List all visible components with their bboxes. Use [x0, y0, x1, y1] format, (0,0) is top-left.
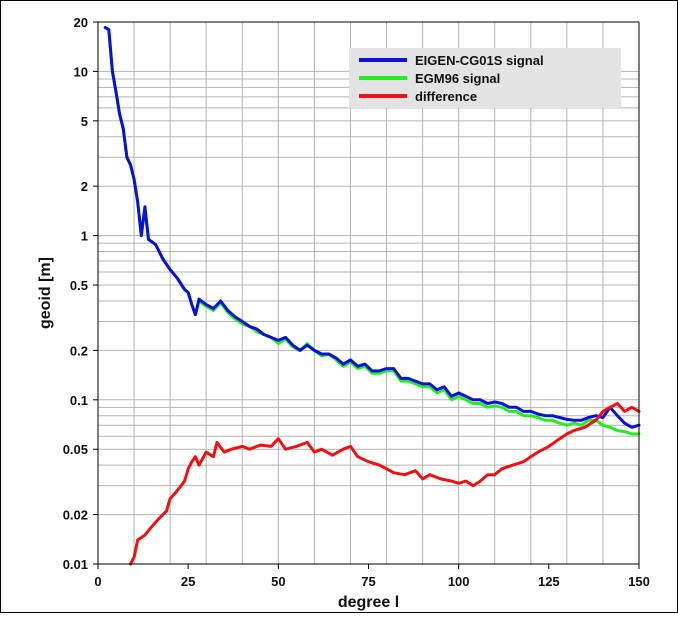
y-tick-label: 0.5 [70, 278, 88, 293]
y-tick-label: 0.01 [63, 557, 88, 572]
y-tick-label: 1 [81, 229, 88, 244]
x-axis-title: degree l [338, 594, 399, 611]
series-line-eigen-cg01s [103, 26, 641, 429]
legend-label: EGM96 signal [415, 71, 500, 86]
y-tick-label: 20 [74, 15, 88, 30]
x-tick-label: 0 [94, 574, 101, 589]
series-line-difference [129, 402, 641, 566]
x-tick-label: 125 [538, 574, 560, 589]
legend-label: EIGEN-CG01S signal [415, 53, 544, 68]
y-tick-label: 0.05 [63, 442, 88, 457]
y-axis-title: geoid [m] [37, 257, 54, 329]
x-tick-label: 50 [271, 574, 285, 589]
x-tick-label: 75 [361, 574, 375, 589]
y-tick-label: 10 [74, 64, 88, 79]
y-tick-label: 0.02 [63, 508, 88, 523]
y-tick-label: 0.1 [70, 393, 88, 408]
y-tick-label: 2 [81, 179, 88, 194]
y-tick-label: 5 [81, 114, 88, 129]
x-tick-label: 25 [181, 574, 195, 589]
legend-label: difference [415, 89, 477, 104]
x-tick-label: 150 [628, 574, 650, 589]
y-tick-label: 0.2 [70, 343, 88, 358]
x-tick-label: 100 [448, 574, 470, 589]
